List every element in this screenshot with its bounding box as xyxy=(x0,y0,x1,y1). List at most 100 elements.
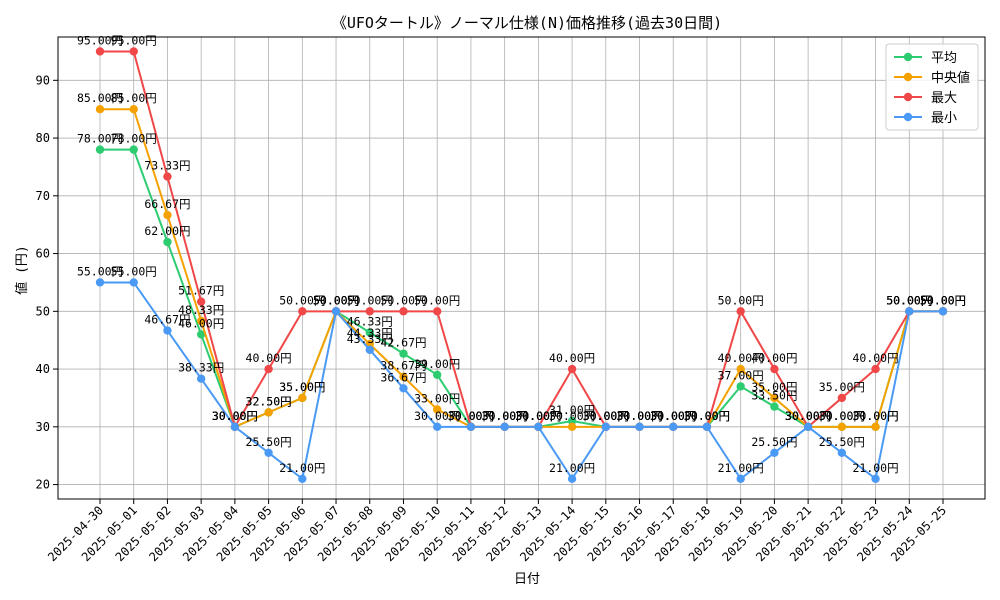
y-tick-label: 60 xyxy=(36,247,50,261)
data-label: 50.00円 xyxy=(313,293,359,307)
data-label: 30.00円 xyxy=(785,409,831,423)
data-label: 30.00円 xyxy=(616,409,662,423)
data-label: 40.00円 xyxy=(852,351,898,365)
data-label: 30.00円 xyxy=(852,409,898,423)
data-point xyxy=(837,422,847,432)
data-point xyxy=(298,393,307,403)
data-label: 50.00円 xyxy=(886,293,932,307)
data-point xyxy=(837,448,847,457)
data-point xyxy=(298,474,307,483)
data-point xyxy=(635,422,644,432)
data-label: 50.00円 xyxy=(380,293,426,307)
y-tick-label: 20 xyxy=(36,478,50,492)
data-label: 30.00円 xyxy=(482,409,528,423)
data-label: 30.00円 xyxy=(448,409,494,423)
data-point xyxy=(163,326,172,335)
legend-label: 最小 xyxy=(931,111,957,126)
data-label: 37.00円 xyxy=(718,368,764,382)
data-label: 30.00円 xyxy=(583,409,629,423)
data-label: 95.00円 xyxy=(77,33,123,47)
data-label: 30.00円 xyxy=(852,409,898,423)
data-point xyxy=(365,328,374,337)
y-tick-label: 40 xyxy=(36,362,50,376)
data-point xyxy=(534,422,543,432)
data-label: 50.00円 xyxy=(279,293,325,307)
data-point xyxy=(365,307,374,316)
data-label: 21.00円 xyxy=(718,461,764,475)
y-axis-title: 値 (円) xyxy=(14,245,30,294)
data-point xyxy=(803,422,813,432)
data-label: 30.00円 xyxy=(616,409,662,423)
data-label: 85.00円 xyxy=(77,91,123,105)
data-label: 50.00円 xyxy=(414,293,460,307)
data-label: 30.00円 xyxy=(684,409,730,423)
legend-swatch-marker xyxy=(903,72,913,82)
data-point xyxy=(196,374,206,383)
data-label: 30.00円 xyxy=(650,409,696,423)
y-tick-label: 90 xyxy=(36,73,50,87)
data-point xyxy=(871,364,880,374)
data-point xyxy=(669,422,678,432)
data-label: 32.50円 xyxy=(246,394,292,408)
data-label: 30.00円 xyxy=(515,409,561,423)
legend-label: 平均 xyxy=(931,51,957,66)
data-label: 21.00円 xyxy=(852,461,898,475)
data-label: 30.00円 xyxy=(515,409,561,423)
data-label: 62.00円 xyxy=(144,224,190,238)
data-point xyxy=(95,47,105,56)
data-label: 30.00円 xyxy=(684,409,730,423)
data-point xyxy=(736,382,745,391)
data-point xyxy=(770,364,779,374)
data-point xyxy=(129,278,138,287)
data-label: 51.67円 xyxy=(178,284,224,298)
legend-swatch-marker xyxy=(903,52,913,62)
data-label: 30.00円 xyxy=(583,409,629,423)
legend-swatch-marker xyxy=(903,92,913,102)
data-point xyxy=(298,307,307,316)
legend-label: 中央値 xyxy=(931,70,970,86)
data-label: 36.67円 xyxy=(380,370,426,384)
data-label: 78.00円 xyxy=(111,132,157,146)
data-label: 30.00円 xyxy=(684,409,730,423)
data-point xyxy=(399,307,408,316)
data-label: 39.00円 xyxy=(414,357,460,371)
series-line-1 xyxy=(100,108,943,429)
data-label: 50.00円 xyxy=(920,293,966,307)
data-label: 55.00円 xyxy=(77,264,123,278)
data-label: 30.00円 xyxy=(482,409,528,423)
data-label: 50.00円 xyxy=(886,293,932,307)
grid-lines xyxy=(58,37,985,499)
data-point xyxy=(736,474,745,483)
data-labels: 78.00円78.00円62.00円46.00円30.00円32.50円35.0… xyxy=(77,33,966,474)
data-label: 50.00円 xyxy=(313,293,359,307)
data-point xyxy=(433,370,442,380)
data-point xyxy=(736,307,745,316)
data-point xyxy=(567,422,577,432)
y-tick-label: 70 xyxy=(36,189,50,203)
data-label: 46.33円 xyxy=(347,315,393,329)
data-label: 21.00円 xyxy=(549,461,595,475)
data-point xyxy=(466,422,476,432)
data-label: 66.67円 xyxy=(144,197,190,211)
data-point xyxy=(601,422,610,432)
data-label: 30.00円 xyxy=(819,409,865,423)
data-label: 38.33円 xyxy=(178,361,224,375)
chart-title: 《UFOタートル》ノーマル仕様(N)価格推移(過去30日間) xyxy=(332,14,722,32)
data-label: 30.00円 xyxy=(515,409,561,423)
data-label: 30.00円 xyxy=(650,409,696,423)
data-label: 30.00円 xyxy=(448,409,494,423)
data-label: 50.00円 xyxy=(920,293,966,307)
data-point xyxy=(567,364,577,374)
data-point xyxy=(770,402,779,411)
data-point xyxy=(163,210,172,220)
data-label: 30.00円 xyxy=(785,409,831,423)
data-label: 33.00円 xyxy=(414,391,460,405)
data-label: 30.00円 xyxy=(212,409,258,423)
legend-label: 最大 xyxy=(931,91,957,106)
data-label: 30.00円 xyxy=(583,409,629,423)
data-label: 30.00円 xyxy=(515,409,561,423)
data-label: 43.33円 xyxy=(347,332,393,346)
data-label: 85.00円 xyxy=(111,91,157,105)
